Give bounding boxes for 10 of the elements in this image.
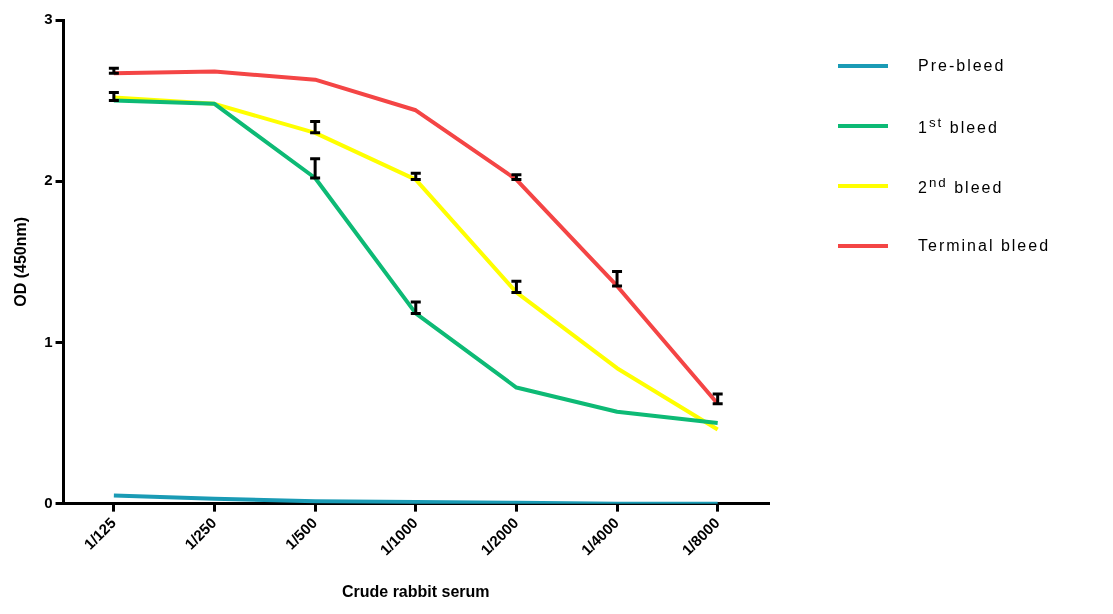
legend-label: Terminal bleed [918, 237, 1051, 255]
y-axis-title: OD (450nm) [12, 216, 30, 307]
x-axis-title: Crude rabbit serum [341, 582, 490, 600]
legend-label: 2$^{nd}$ bleed [918, 174, 1004, 198]
y-tick-label: 1 [44, 332, 53, 350]
y-tick-label: 0 [44, 493, 53, 511]
y-tick-label: 2 [44, 171, 53, 189]
y-tick-label: 3 [44, 10, 53, 28]
legend-label: 1$^{st}$ bleed [918, 114, 999, 138]
legend-label: Pre-bleed [918, 57, 1006, 75]
